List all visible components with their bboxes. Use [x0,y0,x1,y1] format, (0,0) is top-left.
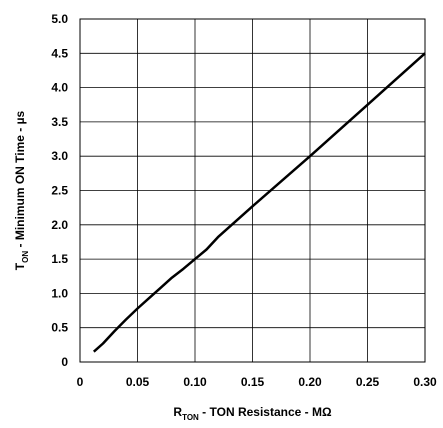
x-tick-label-2: 0.10 [183,375,207,389]
y-tick-label-7: 3.5 [51,115,68,129]
x-axis-label-main: R [173,405,182,419]
y-tick-label-6: 3.0 [51,149,68,163]
series-group [92,52,426,353]
x-tick-label-4: 0.20 [298,375,322,389]
x-tick-labels: 0 0.05 0.10 0.15 0.20 0.25 0.30 [77,375,437,389]
plot-frame [79,18,426,363]
x-tick-label-5: 0.25 [356,375,380,389]
y-tick-label-8: 4.0 [51,81,68,95]
x-axis-label-sub: TON [182,413,199,422]
x-tick-label-3: 0.15 [241,375,265,389]
series-line-0 [92,52,426,353]
x-tick-label-1: 0.05 [126,375,150,389]
y-tick-label-5: 2.5 [51,184,68,198]
y-tick-label-0: 0 [61,355,68,369]
y-tick-label-9: 4.5 [51,46,68,60]
y-axis-label-main: T [13,262,27,270]
y-tick-label-3: 1.5 [51,252,68,266]
y-tick-labels: 0 0.5 1.0 1.5 2.0 2.5 3.0 3.5 4.0 4.5 5.0 [51,12,68,369]
x-tick-label-6: 0.30 [413,375,437,389]
x-axis-label: RTON - TON Resistance - MΩ [173,405,332,422]
y-axis-label-rest: - Minimum ON Time - µs [13,110,27,250]
y-tick-label-4: 2.0 [51,218,68,232]
y-tick-label-10: 5.0 [51,12,68,26]
y-axis-label: TON - Minimum ON Time - µs [13,110,30,270]
grid [79,18,426,363]
y-tick-label-2: 1.0 [51,286,68,300]
x-axis-label-rest: - TON Resistance - MΩ [199,405,332,419]
y-tick-label-1: 0.5 [51,321,68,335]
x-tick-label-0: 0 [77,375,84,389]
y-axis-label-sub: ON [21,251,30,263]
